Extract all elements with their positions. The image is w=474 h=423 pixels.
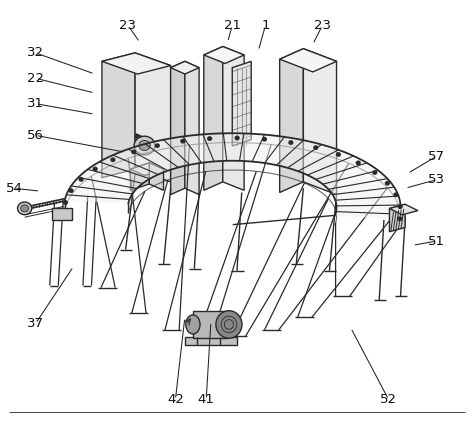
Circle shape bbox=[289, 141, 293, 144]
Polygon shape bbox=[102, 53, 171, 74]
Polygon shape bbox=[64, 133, 401, 220]
Circle shape bbox=[235, 136, 239, 140]
Text: 32: 32 bbox=[27, 47, 44, 59]
Circle shape bbox=[337, 153, 340, 156]
Circle shape bbox=[21, 205, 28, 212]
Polygon shape bbox=[204, 47, 223, 190]
Text: 37: 37 bbox=[27, 317, 44, 330]
Bar bbox=[52, 208, 72, 220]
Circle shape bbox=[181, 140, 185, 143]
Text: 53: 53 bbox=[428, 173, 445, 186]
Text: 23: 23 bbox=[314, 19, 331, 32]
Polygon shape bbox=[135, 53, 171, 182]
Polygon shape bbox=[390, 204, 418, 215]
Circle shape bbox=[373, 171, 377, 174]
Text: 23: 23 bbox=[119, 19, 137, 32]
Text: 1: 1 bbox=[261, 19, 270, 32]
Text: 52: 52 bbox=[380, 393, 397, 406]
Polygon shape bbox=[185, 61, 199, 195]
Circle shape bbox=[111, 158, 115, 162]
Circle shape bbox=[385, 181, 389, 185]
Text: 57: 57 bbox=[428, 150, 445, 163]
Polygon shape bbox=[130, 163, 149, 190]
Bar bbox=[185, 337, 237, 345]
Polygon shape bbox=[232, 61, 251, 146]
Ellipse shape bbox=[216, 310, 242, 338]
Circle shape bbox=[18, 202, 32, 215]
Text: 51: 51 bbox=[428, 235, 445, 247]
Circle shape bbox=[132, 150, 136, 154]
Polygon shape bbox=[102, 53, 135, 178]
Polygon shape bbox=[280, 49, 303, 192]
Text: 31: 31 bbox=[27, 97, 44, 110]
Ellipse shape bbox=[186, 315, 200, 334]
Polygon shape bbox=[303, 49, 337, 195]
Text: 54: 54 bbox=[6, 182, 23, 195]
Circle shape bbox=[79, 178, 83, 181]
Polygon shape bbox=[149, 163, 164, 190]
Circle shape bbox=[263, 137, 266, 141]
Circle shape bbox=[69, 189, 73, 192]
Polygon shape bbox=[171, 61, 185, 195]
Text: 42: 42 bbox=[167, 393, 184, 406]
Text: 41: 41 bbox=[198, 393, 215, 406]
Bar bbox=[193, 311, 228, 338]
Circle shape bbox=[155, 144, 159, 147]
Polygon shape bbox=[204, 47, 244, 63]
Circle shape bbox=[398, 205, 402, 209]
Text: 56: 56 bbox=[27, 129, 44, 142]
Polygon shape bbox=[280, 49, 337, 72]
Circle shape bbox=[134, 136, 155, 155]
Circle shape bbox=[356, 161, 360, 165]
Circle shape bbox=[93, 168, 97, 171]
Text: 22: 22 bbox=[27, 72, 44, 85]
Polygon shape bbox=[223, 47, 244, 190]
Circle shape bbox=[314, 146, 318, 149]
Circle shape bbox=[64, 201, 67, 204]
Polygon shape bbox=[130, 163, 164, 176]
Circle shape bbox=[394, 193, 398, 196]
Circle shape bbox=[208, 137, 211, 140]
Polygon shape bbox=[171, 61, 199, 74]
Text: 21: 21 bbox=[224, 19, 241, 32]
Polygon shape bbox=[390, 204, 405, 232]
Circle shape bbox=[139, 140, 150, 151]
Circle shape bbox=[398, 217, 401, 220]
